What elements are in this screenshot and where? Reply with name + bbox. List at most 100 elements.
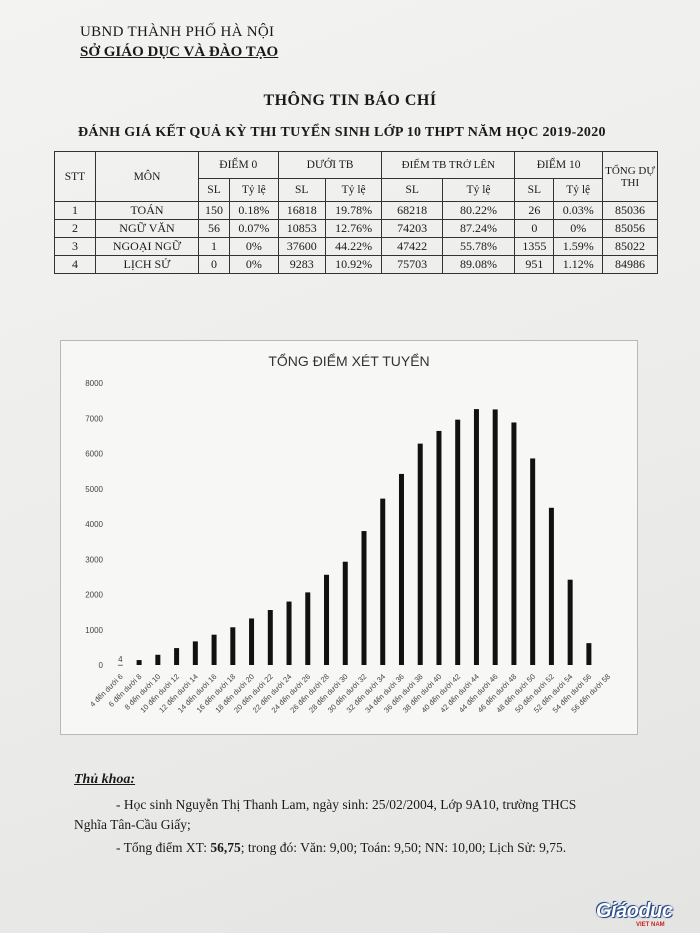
cell-d0-sl: 150: [197, 201, 231, 220]
giaoduc-logo: Giáoduc: [596, 900, 673, 922]
table-row: 2 NGỮ VĂN 56 0.07% 10853 12.76% 74203 87…: [54, 219, 658, 238]
notes-line-3: - Tổng điểm XT: 56,75; trong đó: Văn: 9,…: [116, 840, 566, 856]
cell-d10-tl: 1.12%: [553, 255, 603, 274]
cell-mon: LỊCH SỬ: [95, 255, 199, 274]
org-line-1: UBND THÀNH PHỐ HÀ NỘI: [80, 24, 275, 40]
cell-d0-tl: 0%: [229, 255, 279, 274]
cell-tb-tl: 80.22%: [441, 201, 516, 220]
cell-d10-tl: 0%: [553, 219, 603, 238]
bar: [230, 627, 236, 665]
cell-tong: 84986: [602, 255, 658, 274]
cell-d0-sl: 56: [197, 219, 231, 238]
cell-d10-tl: 0.03%: [553, 201, 603, 220]
chart-panel: TỔNG ĐIỂM XÉT TUYỂN 0 1000 2000 3000 4000 500…: [60, 340, 638, 735]
bar: [530, 458, 536, 665]
bar: [586, 643, 592, 665]
bar: [361, 531, 367, 665]
cell-d0-sl: 1: [197, 237, 231, 256]
cell-tb-sl: 68218: [381, 201, 443, 220]
notes-line-3-suffix: ; trong đó: Văn: 9,00; Toán: 9,50; NN: 1…: [240, 840, 567, 855]
cell-tong: 85056: [602, 219, 658, 238]
chart-title: TỔNG ĐIỂM XÉT TUYỂN: [268, 353, 430, 369]
header-diem0: ĐIỂM 0: [198, 151, 279, 179]
cell-tb-sl: 47422: [381, 237, 443, 256]
notes-total-score: 56,75: [210, 840, 241, 855]
bar: [324, 574, 330, 665]
y-tick-label: 0: [99, 661, 104, 670]
bar: [548, 507, 554, 665]
data-label: 4: [118, 655, 123, 664]
cell-dtb-tl: 12.76%: [324, 219, 383, 238]
y-tick-label: 4000: [85, 520, 103, 529]
bar: [492, 409, 498, 665]
y-tick-label: 5000: [85, 485, 103, 494]
subheader-sl: SL: [514, 178, 555, 202]
subheader-sl: SL: [381, 178, 443, 202]
header-tbtro: ĐIỂM TB TRỞ LÊN: [381, 151, 516, 179]
bar: [473, 409, 479, 665]
bar: [174, 648, 180, 665]
cell-d10-tl: 1.59%: [553, 237, 603, 256]
header-duoitb: DƯỚI TB: [277, 151, 383, 179]
bar: [417, 443, 423, 665]
cell-dtb-sl: 10853: [277, 219, 326, 238]
bar: [192, 641, 198, 665]
bar: [155, 654, 161, 665]
subheader-tyle: Tỷ lệ: [324, 178, 383, 202]
y-tick-label: 1000: [85, 626, 103, 635]
cell-d10-sl: 951: [514, 255, 555, 274]
y-tick-label: 2000: [85, 591, 103, 600]
cell-dtb-sl: 16818: [277, 201, 326, 220]
cell-d10-sl: 0: [514, 219, 555, 238]
subheader-tyle: Tỷ lệ: [441, 178, 516, 202]
bar: [398, 473, 404, 665]
cell-stt: 2: [54, 219, 96, 238]
cell-tb-tl: 87.24%: [441, 219, 516, 238]
cell-stt: 3: [54, 237, 96, 256]
subheader-tyle: Tỷ lệ: [553, 178, 603, 202]
bar: [286, 601, 292, 665]
document-subtitle: ĐÁNH GIÁ KẾT QUẢ KỲ THI TUYỂN SINH LỚP 1…: [78, 125, 606, 140]
bar: [117, 664, 123, 666]
y-tick-label: 3000: [85, 555, 103, 564]
notes-line-3-prefix: - Tổng điểm XT:: [116, 840, 211, 855]
table-row: 1 TOÁN 150 0.18% 16818 19.78% 68218 80.2…: [54, 201, 658, 220]
cell-mon: TOÁN: [95, 201, 199, 220]
cell-dtb-sl: 9283: [277, 255, 326, 274]
header-diem10: ĐIỂM 10: [514, 151, 603, 179]
document-title: THÔNG TIN BÁO CHÍ: [263, 92, 437, 109]
y-tick-label: 6000: [85, 450, 103, 459]
cell-d0-tl: 0.07%: [229, 219, 279, 238]
bar: [211, 634, 217, 665]
y-tick-label: 7000: [85, 414, 103, 423]
cell-d10-sl: 26: [514, 201, 555, 220]
subheader-sl: SL: [197, 178, 231, 202]
bar: [267, 610, 273, 665]
cell-stt: 1: [54, 201, 96, 220]
subheader-tyle: Tỷ lệ: [229, 178, 279, 202]
cell-dtb-tl: 10.92%: [324, 255, 383, 274]
cell-tb-sl: 74203: [381, 219, 443, 238]
org-line-2: SỞ GIÁO DỤC VÀ ĐÀO TẠO: [80, 44, 279, 60]
giaoduc-logo-sub: VIET NAM: [636, 922, 665, 928]
bar: [511, 422, 517, 665]
cell-d10-sl: 1355: [514, 237, 555, 256]
header-tong: TỔNG DỰ THI: [602, 151, 658, 202]
cell-dtb-tl: 44.22%: [324, 237, 383, 256]
header-stt: STT: [54, 151, 96, 202]
notes-line-2: Nghĩa Tân-Cầu Giấy;: [74, 817, 191, 832]
results-table: STT MÔN ĐIỂM 0 DƯỚI TB ĐIỂM TB TRỞ LÊN Đ…: [54, 151, 658, 274]
cell-mon: NGOẠI NGỮ: [95, 237, 199, 256]
cell-d0-tl: 0%: [229, 237, 279, 256]
bar: [342, 561, 348, 665]
cell-stt: 4: [54, 255, 96, 274]
bar: [567, 579, 573, 665]
bar: [436, 430, 442, 665]
notes-heading: Thủ khoa:: [74, 772, 136, 787]
cell-d0-tl: 0.18%: [229, 201, 279, 220]
bar: [380, 498, 386, 665]
cell-dtb-tl: 19.78%: [324, 201, 383, 220]
cell-tong: 85036: [602, 201, 658, 220]
cell-tb-tl: 55.78%: [441, 237, 516, 256]
